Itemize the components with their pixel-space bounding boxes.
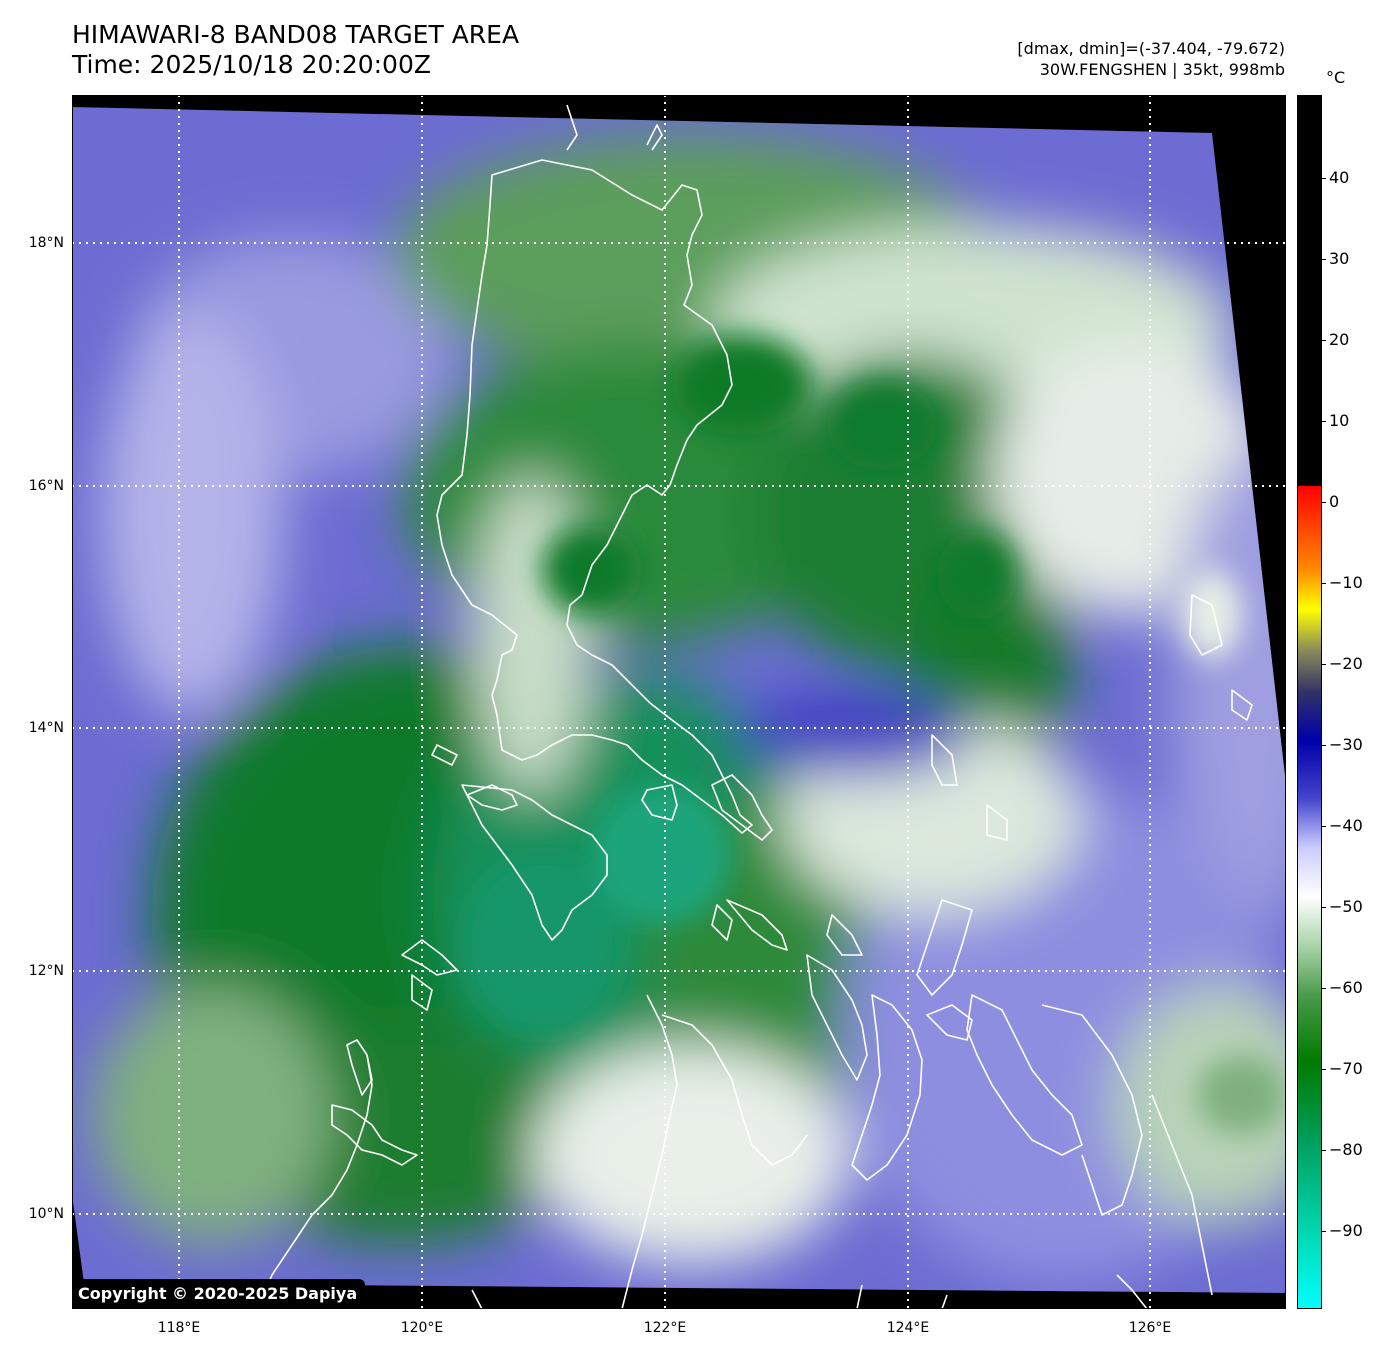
cloud-field bbox=[72, 107, 1286, 1293]
copyright-label: Copyright © 2020-2025 Dapiya bbox=[72, 1279, 366, 1309]
title-line-1: HIMAWARI-8 BAND08 TARGET AREA bbox=[72, 20, 520, 49]
colorbar-label: 20 bbox=[1329, 330, 1350, 349]
colorbar-tick bbox=[1322, 421, 1326, 422]
colorbar-tick bbox=[1322, 1150, 1326, 1151]
satellite-imagery bbox=[72, 95, 1286, 1309]
colorbar-label: 40 bbox=[1329, 168, 1350, 187]
colorbar-gradient bbox=[1298, 486, 1321, 1308]
colorbar-label: −10 bbox=[1329, 573, 1363, 592]
colorbar-label: −70 bbox=[1329, 1059, 1363, 1078]
coastlines bbox=[256, 104, 1253, 1309]
satellite-image: Copyright © 2020-2025 Dapiya bbox=[72, 95, 1286, 1309]
colorbar-tick bbox=[1322, 502, 1326, 503]
lat-label-12n: 12°N bbox=[28, 963, 64, 979]
temperature-range: [dmax, dmin]=(-37.404, -79.672) bbox=[1017, 39, 1285, 58]
title-line-2: Time: 2025/10/18 20:20:00Z bbox=[72, 50, 431, 79]
lon-label-124e: 124°E bbox=[886, 1320, 930, 1336]
colorbar-tick bbox=[1322, 745, 1326, 746]
colorbar-tick bbox=[1322, 664, 1326, 665]
colorbar-tick bbox=[1322, 178, 1326, 179]
colorbar-label: −60 bbox=[1329, 978, 1363, 997]
lat-label-14n: 14°N bbox=[28, 720, 64, 736]
chart-title: HIMAWARI-8 BAND08 TARGET AREA Time: 2025… bbox=[72, 20, 519, 80]
colorbar-label: −80 bbox=[1329, 1140, 1363, 1159]
colorbar-label: −90 bbox=[1329, 1221, 1363, 1240]
colorbar-label: −40 bbox=[1329, 816, 1363, 835]
lon-label-118e: 118°E bbox=[157, 1320, 201, 1336]
colorbar-tick bbox=[1322, 1231, 1326, 1232]
colorbar bbox=[1297, 95, 1322, 1309]
colorbar-tick bbox=[1322, 583, 1326, 584]
lat-label-18n: 18°N bbox=[28, 235, 64, 251]
colorbar-label: −20 bbox=[1329, 654, 1363, 673]
colorbar-tick bbox=[1322, 340, 1326, 341]
colorbar-tick bbox=[1322, 1069, 1326, 1070]
colorbar-tick bbox=[1322, 826, 1326, 827]
colorbar-label: 30 bbox=[1329, 249, 1350, 268]
colorbar-label: −50 bbox=[1329, 897, 1363, 916]
storm-details: 30W.FENGSHEN | 35kt, 998mb bbox=[1039, 60, 1285, 79]
colorbar-label: 10 bbox=[1329, 411, 1350, 430]
colorbar-black-segment bbox=[1298, 96, 1321, 486]
lat-label-10n: 10°N bbox=[28, 1206, 64, 1222]
lon-label-120e: 120°E bbox=[400, 1320, 444, 1336]
lon-label-126e: 126°E bbox=[1128, 1320, 1172, 1336]
colorbar-label: 0 bbox=[1329, 492, 1340, 511]
colorbar-tick bbox=[1322, 907, 1326, 908]
lat-label-16n: 16°N bbox=[28, 478, 64, 494]
colorbar-label: −30 bbox=[1329, 735, 1363, 754]
colorbar-unit: °C bbox=[1326, 68, 1346, 87]
storm-info: [dmax, dmin]=(-37.404, -79.672) 30W.FENG… bbox=[1017, 38, 1285, 80]
colorbar-tick bbox=[1322, 988, 1326, 989]
colorbar-tick bbox=[1322, 259, 1326, 260]
lon-label-122e: 122°E bbox=[643, 1320, 687, 1336]
